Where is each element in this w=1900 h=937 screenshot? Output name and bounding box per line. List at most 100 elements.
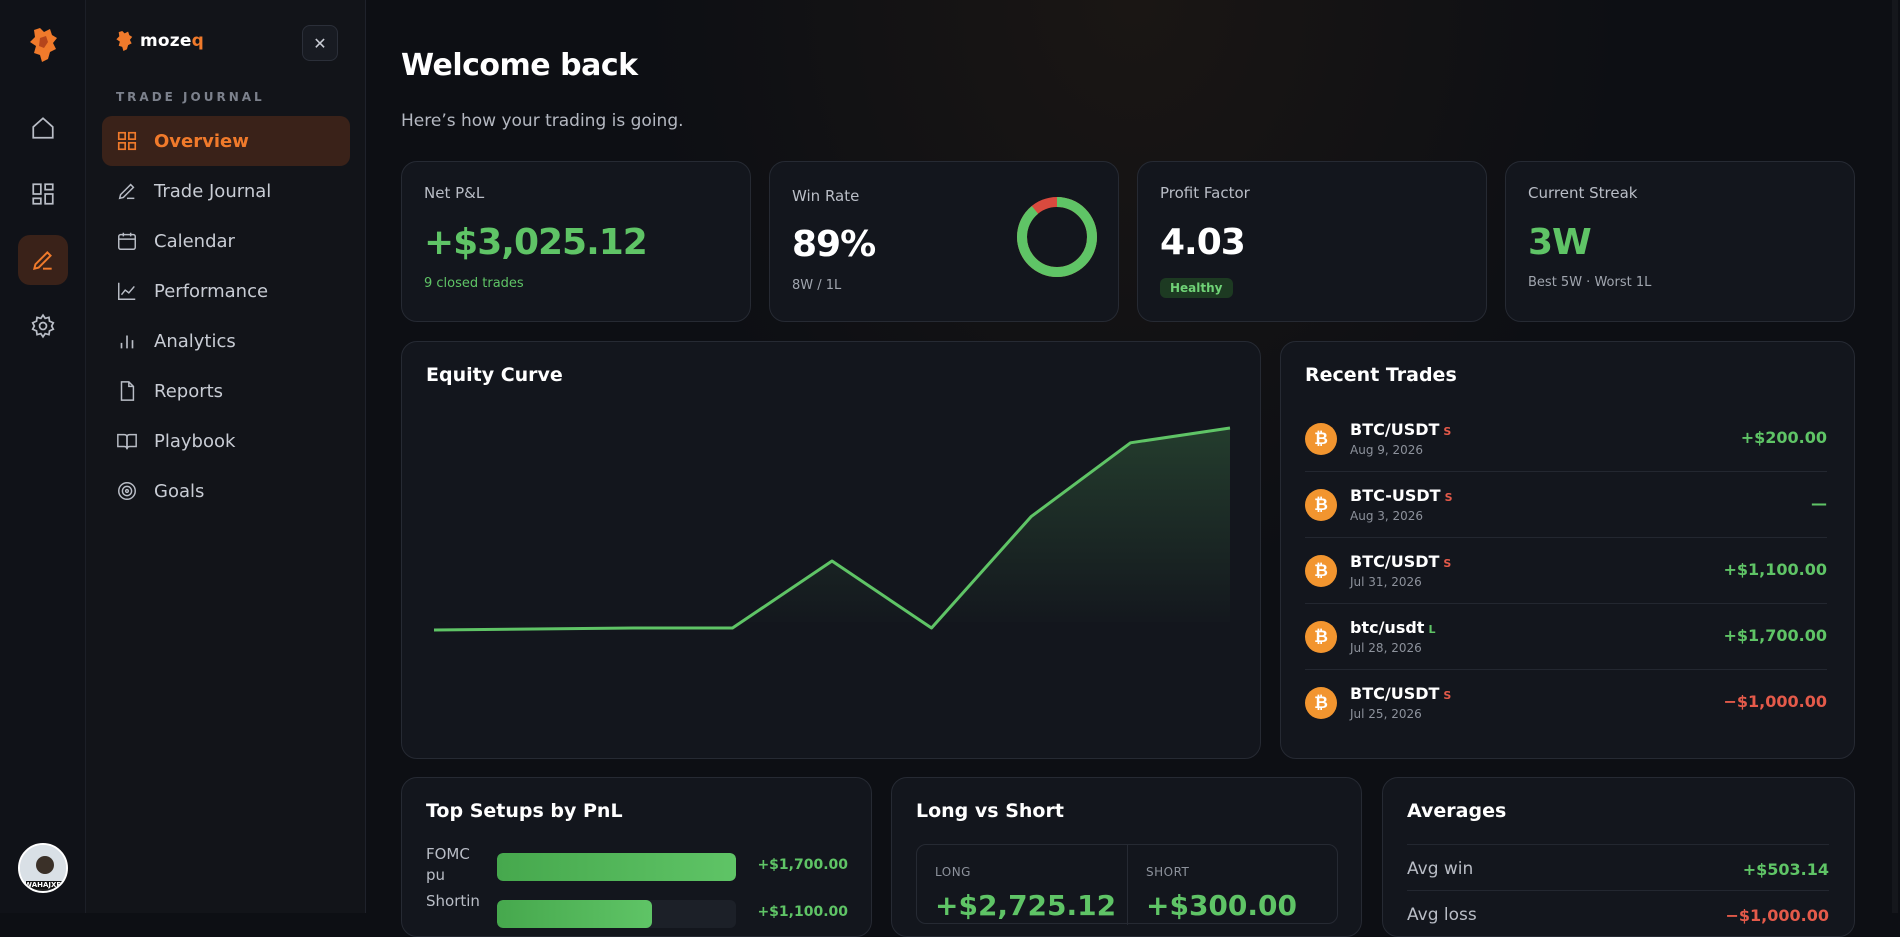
bitcoin-icon: ₿ <box>1305 621 1337 653</box>
rail-home-button[interactable] <box>18 103 68 153</box>
trade-row[interactable]: ₿ BTC-USDT S Aug 3, 2026 — <box>1305 472 1827 538</box>
setup-name: Shortin <box>426 892 480 910</box>
bar-chart-icon <box>120 335 134 349</box>
grid-icon <box>117 131 137 151</box>
long-short-card: Long vs Short LONG +$2,725.12 SHORT +$30… <box>891 777 1362 937</box>
bitcoin-icon: ₿ <box>1305 687 1337 719</box>
trade-pnl: +$1,100.00 <box>1723 560 1828 579</box>
file-icon <box>120 381 135 401</box>
setup-bar-fill <box>497 900 653 928</box>
brand-logo-icon[interactable] <box>26 26 60 64</box>
sidebar-item-calendar[interactable]: Calendar <box>102 216 350 266</box>
trade-side: S <box>1443 557 1452 570</box>
trade-row[interactable]: ₿ btc/usdt L Jul 28, 2026 +$1,700.00 <box>1305 604 1827 670</box>
pen-icon <box>118 183 135 200</box>
bitcoin-icon: ₿ <box>1305 489 1337 521</box>
status-badge: Healthy <box>1160 278 1233 298</box>
trade-row[interactable]: ₿ BTC/USDT S Aug 9, 2026 +$200.00 <box>1305 406 1827 472</box>
sidebar-item-label: Analytics <box>154 330 236 352</box>
icon-rail: WAHAJXB <box>0 0 86 913</box>
trade-date: Jul 28, 2026 <box>1350 641 1422 655</box>
setup-bar-fill <box>497 853 736 881</box>
win-rate-donut <box>1017 197 1097 277</box>
long-stat: LONG +$2,725.12 <box>917 845 1128 925</box>
kpi-label: Net P&L <box>424 184 485 202</box>
rail-dashboard-button[interactable] <box>18 169 68 219</box>
trade-row[interactable]: ₿ BTC/USDT S Jul 31, 2026 +$1,100.00 <box>1305 538 1827 604</box>
card-title: Recent Trades <box>1305 364 1457 386</box>
sidebar-item-goals[interactable]: Goals <box>102 466 350 516</box>
sidebar-item-label: Trade Journal <box>154 180 272 202</box>
pen-icon <box>32 251 52 271</box>
target-icon <box>118 482 136 500</box>
line-chart-icon <box>118 282 136 300</box>
sidebar-item-label: Playbook <box>154 430 236 452</box>
sidebar-item-label: Performance <box>154 280 269 302</box>
trade-symbol: BTC/USDT S <box>1350 420 1452 439</box>
trade-side: S <box>1444 491 1453 504</box>
avg-row: Avg loss −$1,000.00 <box>1407 890 1829 936</box>
trade-symbol: BTC/USDT S <box>1350 684 1452 703</box>
sidebar-item-reports[interactable]: Reports <box>102 366 350 416</box>
short-label: SHORT <box>1146 865 1190 879</box>
user-avatar[interactable]: WAHAJXB <box>18 843 68 893</box>
kpi-win-rate-card: Win Rate 89% 8W / 1L <box>769 161 1119 322</box>
kpi-streak-card: Current Streak 3W Best 5W · Worst 1L <box>1505 161 1855 322</box>
kpi-value: 89% <box>792 224 876 265</box>
trade-pnl: +$200.00 <box>1740 428 1827 447</box>
trade-side: L <box>1428 623 1436 636</box>
top-setups-card: Top Setups by PnL FOMC pu +$1,700.00 Sho… <box>401 777 872 937</box>
trade-side: S <box>1443 425 1452 438</box>
sidebar-item-analytics[interactable]: Analytics <box>102 316 350 366</box>
card-title: Long vs Short <box>916 800 1064 822</box>
long-label: LONG <box>935 865 971 879</box>
scrollbar[interactable] <box>1892 0 1898 913</box>
sidebar-item-overview[interactable]: Overview <box>102 116 350 166</box>
sidebar-item-trade-journal[interactable]: Trade Journal <box>102 166 350 216</box>
dashboard-icon <box>32 183 54 205</box>
avg-label: Avg loss <box>1407 905 1477 925</box>
kpi-value: 4.03 <box>1160 222 1246 263</box>
trade-date: Jul 25, 2026 <box>1350 707 1422 721</box>
sidebar-item-performance[interactable]: Performance <box>102 266 350 316</box>
kpi-value: +$3,025.12 <box>424 222 648 263</box>
kpi-profit-factor-card: Profit Factor 4.03 Healthy <box>1137 161 1487 322</box>
trade-pnl: — <box>1811 494 1827 513</box>
equity-chart <box>433 426 1231 632</box>
close-sidebar-button[interactable]: ✕ <box>302 25 338 61</box>
avg-value: −$1,000.00 <box>1725 906 1830 925</box>
setup-value: +$1,100.00 <box>757 904 848 920</box>
main-content: Welcome back Here’s how your trading is … <box>366 0 1900 937</box>
card-title: Averages <box>1407 800 1507 822</box>
setup-row: FOMC pu +$1,700.00 <box>426 844 848 884</box>
setup-bar-track <box>497 853 736 881</box>
short-value: +$300.00 <box>1146 889 1297 922</box>
trade-symbol: BTC-USDT S <box>1350 486 1453 505</box>
avg-value: +$503.14 <box>1742 860 1829 879</box>
equity-area <box>434 428 1230 630</box>
trade-side: S <box>1443 689 1452 702</box>
donut-win-arc <box>1017 197 1097 277</box>
rail-settings-button[interactable] <box>18 301 68 351</box>
book-icon <box>117 433 137 450</box>
sidebar-item-label: Goals <box>154 480 205 502</box>
trade-row[interactable]: ₿ BTC/USDT S Jul 25, 2026 −$1,000.00 <box>1305 670 1827 736</box>
home-icon <box>32 117 54 139</box>
brand[interactable]: mozeq <box>114 28 204 54</box>
brand-name: mozeq <box>140 31 204 51</box>
close-icon: ✕ <box>313 33 327 53</box>
brand-logo-icon <box>116 31 133 51</box>
page-title: Welcome back <box>401 48 638 83</box>
kpi-net-pnl-card: Net P&L +$3,025.12 9 closed trades <box>401 161 751 322</box>
sidebar-item-playbook[interactable]: Playbook <box>102 416 350 466</box>
bitcoin-icon: ₿ <box>1305 555 1337 587</box>
trade-date: Jul 31, 2026 <box>1350 575 1422 589</box>
sidebar-section-label: TRADE JOURNAL <box>116 90 265 104</box>
setup-name: FOMC pu <box>426 845 470 884</box>
kpi-label: Current Streak <box>1528 184 1638 202</box>
sidebar: mozeq ✕ TRADE JOURNAL Overview Trade Jou… <box>86 0 366 913</box>
sidebar-item-label: Calendar <box>154 230 235 252</box>
page-subtitle: Here’s how your trading is going. <box>401 111 684 131</box>
kpi-label: Win Rate <box>792 187 860 205</box>
rail-journal-button[interactable] <box>18 235 68 285</box>
